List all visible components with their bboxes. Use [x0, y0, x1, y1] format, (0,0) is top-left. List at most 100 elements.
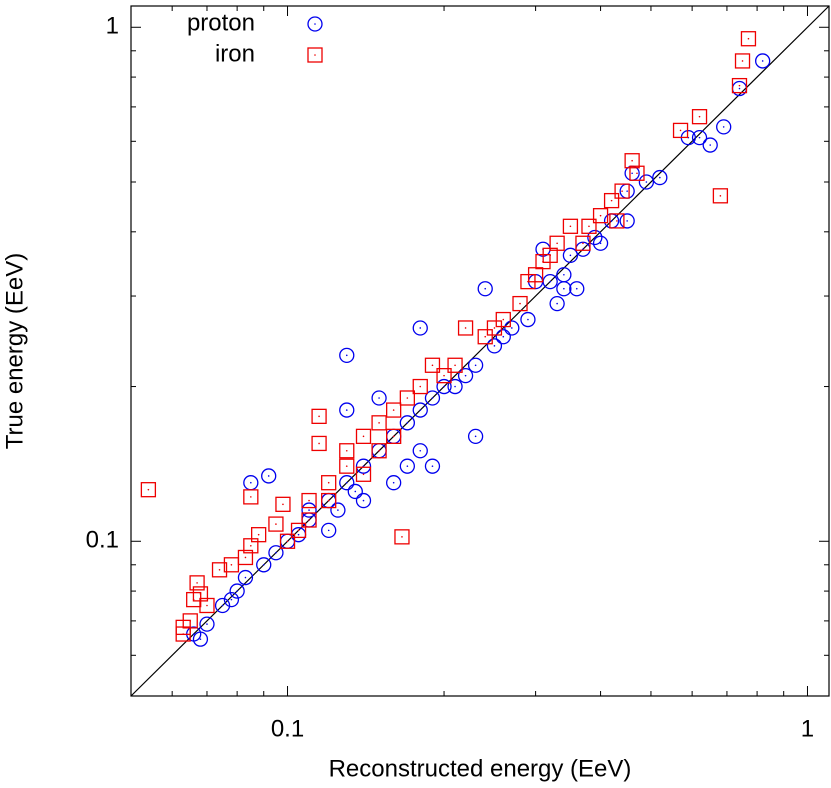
point: [457, 320, 474, 336]
point: [251, 527, 267, 543]
point: [731, 77, 748, 94]
point: [702, 137, 718, 153]
point: [467, 357, 484, 373]
point: [712, 188, 729, 204]
point: [339, 475, 355, 491]
point: [549, 295, 565, 312]
point: [321, 522, 337, 539]
point: [243, 475, 259, 491]
point: [399, 415, 415, 431]
point: [189, 575, 205, 591]
point: [229, 583, 245, 599]
legend-marker: [307, 47, 323, 63]
point: [575, 235, 591, 251]
legend-label: iron: [215, 40, 255, 67]
point: [556, 281, 572, 297]
point: [347, 483, 363, 500]
point: [192, 631, 209, 647]
point: [581, 218, 597, 234]
point: [211, 562, 228, 578]
point: [424, 390, 441, 406]
point: [740, 31, 757, 47]
point: [603, 192, 620, 209]
point: [624, 153, 640, 169]
point: [619, 213, 635, 229]
point: [261, 468, 277, 484]
point: [629, 165, 645, 181]
point: [268, 516, 284, 532]
point: [592, 235, 609, 251]
point: [562, 218, 579, 234]
point: [256, 557, 272, 573]
point: [486, 338, 503, 354]
point: [243, 538, 259, 554]
point: [339, 458, 355, 474]
x-tick-label: 0.1: [271, 715, 304, 742]
point: [691, 109, 708, 125]
point: [424, 357, 441, 373]
point: [311, 435, 327, 452]
point: [386, 475, 402, 491]
point: [652, 169, 668, 186]
point: [386, 402, 402, 418]
point: [412, 402, 428, 418]
point: [355, 492, 372, 509]
y-tick-label: 0.1: [86, 527, 119, 554]
plot-frame: [130, 5, 830, 697]
point: [486, 320, 503, 336]
point: [424, 458, 441, 474]
point: [279, 533, 296, 549]
point: [186, 591, 202, 608]
point: [371, 443, 387, 459]
point: [371, 415, 387, 431]
point: [339, 443, 355, 459]
point: [339, 402, 355, 418]
point: [731, 80, 748, 97]
point: [399, 390, 415, 406]
point: [301, 502, 317, 518]
point: [467, 428, 484, 445]
point: [330, 502, 346, 518]
diagonal-line: [130, 5, 830, 697]
point: [512, 295, 528, 312]
legend-marker: [307, 16, 323, 32]
point: [223, 557, 240, 573]
point: [275, 496, 291, 512]
point: [457, 368, 474, 384]
point: [436, 378, 452, 395]
point: [504, 320, 520, 336]
point: [311, 408, 327, 425]
point: [447, 378, 463, 395]
point: [399, 458, 415, 474]
point: [290, 522, 307, 539]
point: [243, 489, 259, 505]
point: [672, 122, 689, 139]
point: [609, 213, 625, 229]
y-tick-label: 1: [106, 13, 119, 40]
point: [339, 347, 355, 363]
point: [321, 492, 337, 509]
point: [301, 492, 317, 509]
point: [592, 208, 609, 224]
point: [412, 378, 428, 395]
point: [214, 597, 231, 614]
point: [477, 329, 493, 345]
point: [355, 428, 372, 445]
point: [412, 443, 428, 459]
point: [520, 273, 536, 290]
point: [691, 129, 708, 146]
point: [569, 281, 585, 297]
point: [477, 281, 493, 297]
point: [556, 267, 572, 283]
legend-label: proton: [187, 9, 255, 36]
point: [495, 329, 511, 345]
point: [734, 53, 751, 69]
x-axis-label: Reconstructed energy (EeV): [329, 755, 632, 782]
point: [386, 428, 402, 445]
point: [140, 482, 157, 498]
point: [614, 183, 630, 199]
point: [716, 119, 732, 135]
point: [223, 591, 240, 608]
point: [199, 597, 215, 614]
x-tick-label: 1: [801, 715, 814, 742]
